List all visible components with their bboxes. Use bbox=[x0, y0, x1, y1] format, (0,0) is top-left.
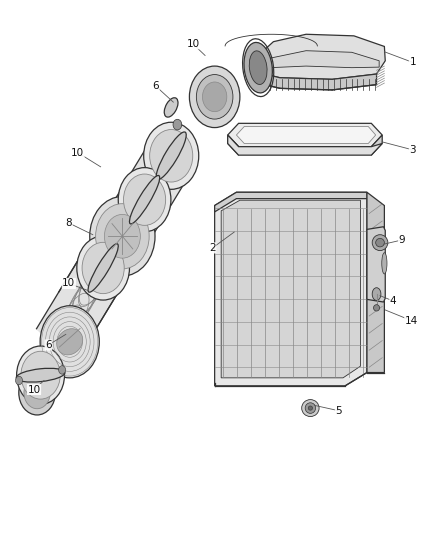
Ellipse shape bbox=[302, 400, 319, 417]
Polygon shape bbox=[367, 192, 385, 373]
Ellipse shape bbox=[244, 43, 272, 93]
Ellipse shape bbox=[40, 306, 99, 378]
Ellipse shape bbox=[202, 82, 227, 112]
Ellipse shape bbox=[372, 235, 388, 251]
Ellipse shape bbox=[15, 376, 22, 385]
Ellipse shape bbox=[82, 243, 124, 294]
Ellipse shape bbox=[118, 167, 171, 232]
Ellipse shape bbox=[196, 75, 233, 119]
Ellipse shape bbox=[124, 174, 166, 225]
Text: 10: 10 bbox=[28, 384, 41, 394]
Ellipse shape bbox=[156, 132, 186, 180]
Ellipse shape bbox=[305, 403, 316, 414]
Ellipse shape bbox=[77, 236, 130, 300]
Text: 2: 2 bbox=[209, 243, 216, 253]
Polygon shape bbox=[215, 192, 367, 212]
Ellipse shape bbox=[104, 214, 140, 258]
Ellipse shape bbox=[17, 346, 64, 405]
Ellipse shape bbox=[144, 122, 199, 189]
Ellipse shape bbox=[21, 351, 60, 399]
Ellipse shape bbox=[106, 215, 131, 252]
Polygon shape bbox=[228, 135, 239, 155]
Ellipse shape bbox=[189, 66, 240, 127]
Text: 5: 5 bbox=[336, 406, 342, 416]
Ellipse shape bbox=[24, 377, 50, 409]
Polygon shape bbox=[221, 200, 360, 378]
Text: 10: 10 bbox=[186, 39, 199, 49]
Text: 10: 10 bbox=[62, 278, 75, 288]
Ellipse shape bbox=[59, 366, 66, 374]
Ellipse shape bbox=[57, 329, 83, 355]
Ellipse shape bbox=[90, 197, 155, 276]
Polygon shape bbox=[215, 192, 367, 386]
Ellipse shape bbox=[95, 204, 149, 269]
Text: 6: 6 bbox=[45, 340, 52, 350]
Polygon shape bbox=[250, 34, 385, 79]
Polygon shape bbox=[259, 51, 379, 69]
Polygon shape bbox=[371, 135, 382, 155]
Polygon shape bbox=[250, 70, 377, 90]
Ellipse shape bbox=[88, 244, 118, 292]
Text: 3: 3 bbox=[410, 145, 416, 155]
Text: 1: 1 bbox=[410, 58, 416, 67]
Text: 10: 10 bbox=[71, 148, 84, 158]
Ellipse shape bbox=[150, 130, 193, 182]
Polygon shape bbox=[228, 123, 382, 147]
Ellipse shape bbox=[308, 406, 313, 410]
Ellipse shape bbox=[130, 175, 160, 224]
Polygon shape bbox=[36, 251, 122, 364]
Ellipse shape bbox=[164, 98, 178, 117]
Polygon shape bbox=[228, 135, 382, 155]
Ellipse shape bbox=[382, 253, 387, 274]
Polygon shape bbox=[237, 126, 376, 143]
Ellipse shape bbox=[374, 305, 380, 311]
Text: 6: 6 bbox=[152, 81, 159, 91]
Ellipse shape bbox=[249, 51, 267, 84]
Ellipse shape bbox=[376, 238, 385, 247]
Ellipse shape bbox=[19, 370, 55, 415]
Text: 4: 4 bbox=[390, 296, 396, 306]
Polygon shape bbox=[59, 139, 191, 327]
Ellipse shape bbox=[16, 368, 65, 382]
Text: 14: 14 bbox=[405, 316, 418, 326]
Text: 8: 8 bbox=[66, 218, 72, 228]
Ellipse shape bbox=[173, 119, 182, 130]
Ellipse shape bbox=[372, 288, 381, 301]
Text: 9: 9 bbox=[399, 235, 405, 245]
Polygon shape bbox=[367, 227, 385, 302]
